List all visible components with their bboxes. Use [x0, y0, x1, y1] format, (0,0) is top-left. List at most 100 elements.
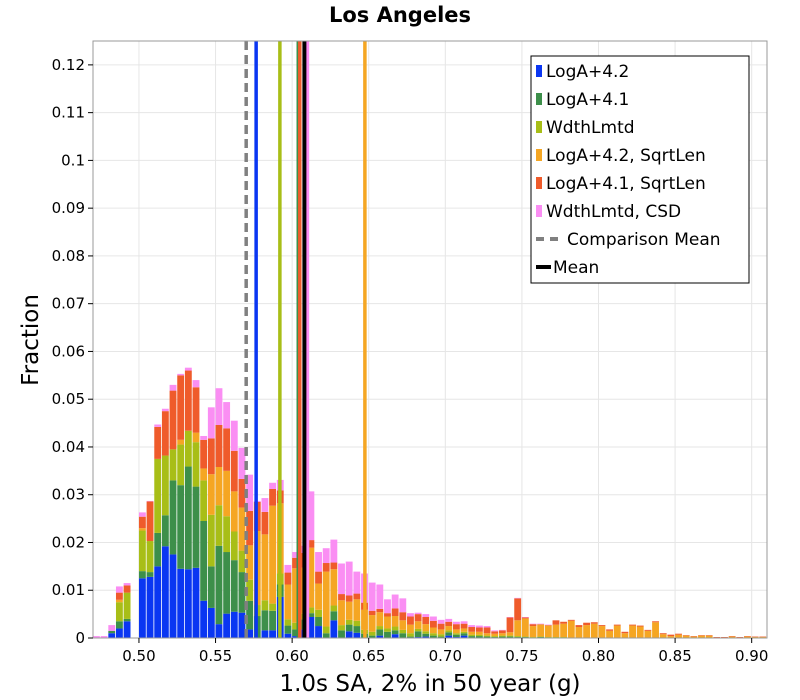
- bar-segment: [177, 439, 185, 445]
- bar-segment: [230, 491, 238, 532]
- y-tick-label: 0.11: [52, 104, 85, 122]
- bar-segment: [292, 557, 299, 569]
- bar-segment: [452, 634, 460, 638]
- bar-segment: [200, 439, 208, 469]
- y-tick-label: 0.07: [52, 295, 85, 313]
- legend-item: Comparison Mean: [536, 230, 721, 250]
- legend: LogA+4.2 LogA+4.1 WdthLmtd LogA+4.2, SqrtLe…: [530, 55, 750, 284]
- y-tick-label: 0: [75, 629, 85, 647]
- bar-segment: [491, 631, 499, 634]
- bar-segment: [460, 628, 468, 632]
- bar-segment: [636, 625, 644, 627]
- bar-segment: [269, 630, 277, 638]
- bar-segment: [192, 567, 200, 638]
- legend-swatch: [536, 177, 542, 189]
- bar-segment: [93, 636, 100, 638]
- bar-segment: [284, 572, 292, 585]
- bar-segment: [307, 613, 315, 617]
- bar-segment: [154, 532, 162, 567]
- bar-segment: [138, 571, 146, 579]
- bar-segment: [667, 636, 675, 638]
- bar-segment: [246, 510, 254, 546]
- bar-segment: [498, 630, 506, 634]
- bar-segment: [475, 627, 483, 632]
- bar-segment: [207, 514, 215, 567]
- y-tick-label: 0.1: [61, 151, 85, 169]
- bar-segment: [123, 621, 131, 638]
- bar-segment: [230, 450, 238, 492]
- bar-segment: [376, 612, 384, 627]
- bar-segment: [621, 633, 629, 638]
- bar-segment: [399, 629, 407, 634]
- bar-segment: [437, 634, 445, 637]
- bar-segment: [468, 634, 476, 637]
- bar-segment: [345, 561, 353, 596]
- bar-segment: [468, 636, 476, 638]
- bar-segment: [230, 531, 238, 561]
- bar-segment: [154, 424, 162, 427]
- x-tick-label: 0.65: [352, 647, 385, 665]
- legend-item: WdthLmtd: [536, 118, 635, 138]
- bar-segment: [223, 552, 231, 614]
- bar-segment: [284, 584, 292, 620]
- bar-segment: [376, 629, 384, 636]
- bar-segment: [391, 634, 399, 638]
- bar-segment: [491, 636, 499, 638]
- bar-segment: [269, 610, 277, 631]
- bar-segment: [169, 384, 177, 391]
- bar-segment: [238, 612, 246, 638]
- bar-segment: [108, 633, 116, 638]
- bar-segment: [407, 624, 414, 634]
- bar-segment: [583, 622, 591, 626]
- y-tick-label: 0.08: [52, 247, 85, 265]
- bar-segment: [498, 633, 506, 636]
- bar-segment: [376, 584, 384, 609]
- bar-segment: [330, 539, 338, 563]
- bar-segment: [437, 619, 445, 624]
- bar-segment: [261, 511, 269, 535]
- legend-label: LogA+4.1, SqrtLen: [546, 174, 706, 194]
- bar-segment: [169, 480, 177, 555]
- bar-segment: [154, 458, 162, 533]
- bar-segment: [728, 636, 736, 638]
- bar-segment: [138, 512, 146, 517]
- bar-segment: [115, 586, 123, 593]
- bar-segment: [184, 370, 192, 431]
- bar-segment: [498, 636, 506, 638]
- bar-segment: [269, 603, 277, 611]
- bar-segment: [407, 636, 414, 638]
- bar-segment: [338, 600, 345, 626]
- bar-segment: [744, 636, 751, 638]
- bar-segment: [115, 599, 123, 603]
- legend-swatch: [536, 121, 542, 133]
- bar-segment: [284, 625, 292, 634]
- bar-segment: [307, 607, 315, 614]
- bar-segment: [146, 541, 154, 573]
- bar-segment: [652, 622, 659, 638]
- bar-segment: [192, 387, 200, 433]
- bar-segment: [115, 602, 123, 622]
- bar-segment: [407, 613, 414, 617]
- bar-segment: [521, 618, 529, 637]
- bar-segment: [606, 630, 614, 638]
- bar-segment: [422, 624, 430, 632]
- bar-segment: [560, 621, 568, 624]
- bar-segment: [238, 572, 246, 613]
- bar-segment: [284, 633, 292, 638]
- bar-segment: [445, 621, 453, 627]
- legend-label: LogA+4.2, SqrtLen: [546, 146, 706, 166]
- x-tick-label: 0.70: [429, 647, 462, 665]
- bar-segment: [399, 598, 407, 613]
- bar-segment: [161, 408, 169, 412]
- bar-segment: [161, 515, 169, 547]
- bar-segment: [384, 628, 391, 632]
- bar-segment: [215, 388, 223, 425]
- x-tick-label: 0.85: [658, 647, 691, 665]
- bar-segment: [629, 624, 636, 626]
- bar-segment: [108, 625, 116, 631]
- bar-segment: [414, 612, 422, 615]
- bar-segment: [138, 530, 146, 572]
- bar-segment: [353, 599, 361, 621]
- bar-segment: [483, 636, 491, 638]
- bar-segment: [177, 444, 185, 486]
